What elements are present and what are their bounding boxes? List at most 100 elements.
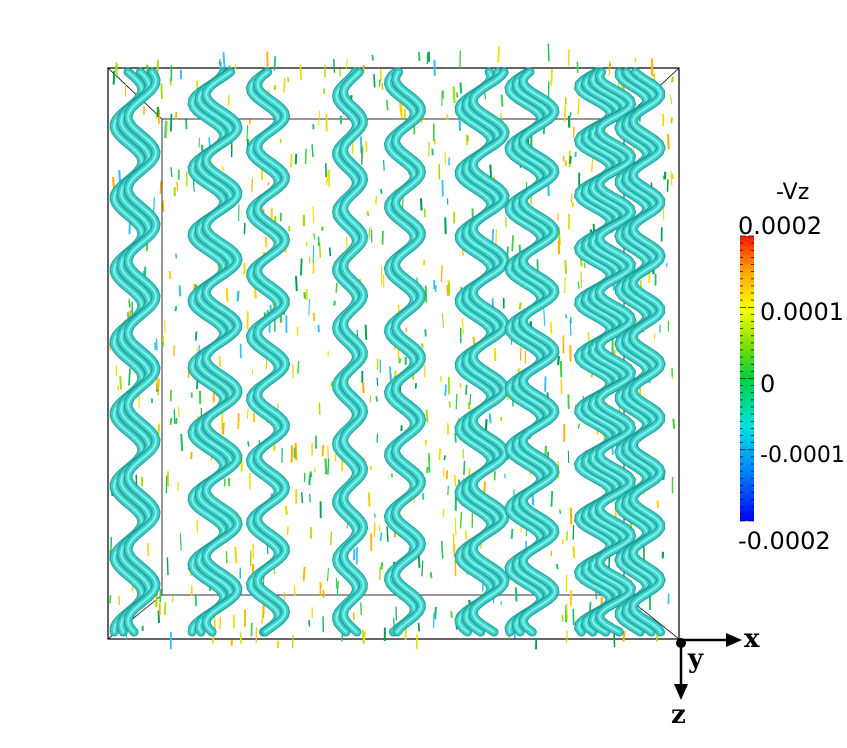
velocity-arrow: [110, 536, 113, 554]
velocity-arrow: [221, 412, 224, 430]
velocity-arrow: [366, 210, 370, 217]
velocity-arrow: [118, 170, 122, 184]
velocity-arrow: [312, 245, 315, 264]
vortex-tube: [598, 71, 633, 633]
velocity-arrow: [264, 236, 268, 248]
bounding-box: [107, 67, 680, 640]
velocity-arrow: [444, 217, 447, 235]
y-axis-label: y: [688, 644, 704, 674]
velocity-arrow: [176, 181, 179, 191]
velocity-arrow: [421, 560, 424, 577]
velocity-arrow: [399, 102, 403, 115]
velocity-arrow: [302, 566, 306, 581]
velocity-arrow: [453, 474, 457, 487]
velocity-arrow: [564, 313, 568, 319]
velocity-arrow: [559, 360, 563, 378]
velocity-arrow: [547, 43, 550, 62]
velocity-arrow: [454, 517, 457, 536]
vortex-tube: [387, 71, 416, 633]
velocity-arrow: [511, 235, 514, 252]
velocity-arrow: [327, 458, 330, 475]
velocity-arrow: [415, 634, 419, 650]
velocity-arrow: [222, 52, 226, 68]
velocity-arrow: [472, 337, 476, 346]
velocity-arrow: [170, 167, 173, 178]
velocity-arrow: [569, 507, 573, 525]
velocity-arrow: [330, 531, 333, 546]
velocity-arrow: [434, 284, 437, 292]
velocity-arrow: [170, 114, 173, 132]
velocity-arrow: [500, 94, 504, 107]
colorbar-label-zero: 0: [760, 370, 776, 398]
velocity-arrow: [304, 148, 307, 165]
velocity-arrow: [251, 369, 254, 375]
velocity-arrow: [543, 308, 546, 326]
velocity-arrow: [335, 577, 338, 589]
velocity-arrow: [318, 110, 321, 126]
velocity-arrow: [109, 595, 112, 604]
velocity-arrow: [398, 358, 402, 364]
velocity-arrow: [247, 441, 250, 447]
vortex-tube: [342, 71, 365, 633]
velocity-arrow: [465, 384, 468, 395]
velocity-arrow: [419, 198, 423, 211]
velocity-arrow: [360, 602, 362, 616]
velocity-arrow: [424, 285, 428, 303]
velocity-arrow: [577, 423, 580, 430]
velocity-arrow: [574, 151, 577, 158]
velocity-arrow: [559, 509, 562, 514]
velocity-arrow: [447, 485, 450, 496]
velocity-arrow: [246, 125, 249, 142]
velocity-arrow: [327, 169, 329, 182]
velocity-arrow: [312, 312, 316, 322]
velocity-arrow: [583, 262, 586, 269]
colorbar: [740, 235, 754, 522]
z-axis-label: z: [671, 700, 686, 730]
velocity-arrow: [463, 460, 466, 475]
velocity-arrow: [373, 513, 376, 518]
velocity-arrow: [361, 382, 365, 393]
velocity-arrow: [510, 528, 514, 539]
velocity-arrow: [294, 443, 298, 461]
velocity-arrow: [454, 432, 457, 443]
velocity-arrow: [266, 51, 269, 67]
x-axis-arrowhead: [726, 633, 742, 647]
velocity-arrow: [568, 155, 572, 164]
velocity-arrow: [194, 331, 198, 341]
velocity-arrow: [500, 416, 503, 422]
velocity-arrow: [219, 616, 222, 630]
colorbar-label-upper: 0.0001: [760, 298, 844, 326]
velocity-arrow: [429, 572, 433, 579]
velocity-arrow: [557, 355, 560, 366]
velocity-arrow: [389, 366, 392, 381]
velocity-arrow: [665, 262, 668, 268]
velocity-arrow: [171, 596, 174, 603]
velocity-arrow: [589, 601, 592, 612]
velocity-arrow: [452, 86, 456, 104]
velocity-arrow: [318, 242, 321, 258]
velocity-arrow: [565, 603, 569, 620]
velocity-arrow: [555, 563, 559, 570]
colorbar-label-lower: -0.0001: [760, 443, 845, 468]
velocity-arrow: [303, 472, 306, 483]
velocity-arrow: [236, 290, 240, 302]
velocity-arrow: [157, 610, 160, 623]
velocity-arrow: [367, 492, 371, 507]
velocity-arrow: [670, 117, 673, 124]
velocity-arrow: [373, 74, 376, 88]
vortex-tube: [471, 71, 507, 633]
velocity-arrow: [446, 114, 449, 120]
velocity-arrow: [273, 56, 277, 71]
velocity-arrow: [446, 285, 449, 296]
velocity-arrow: [308, 474, 312, 486]
velocity-arrow: [325, 179, 328, 186]
y-axis-dot: [676, 638, 686, 648]
vortex-tube: [204, 71, 240, 633]
velocity-arrow: [333, 58, 336, 73]
velocity-arrow: [297, 361, 300, 374]
velocity-arrow: [311, 144, 314, 158]
velocity-arrow: [622, 630, 626, 642]
velocity-arrow: [459, 82, 463, 94]
velocity-arrow: [562, 335, 565, 341]
velocity-arrow: [169, 417, 173, 425]
